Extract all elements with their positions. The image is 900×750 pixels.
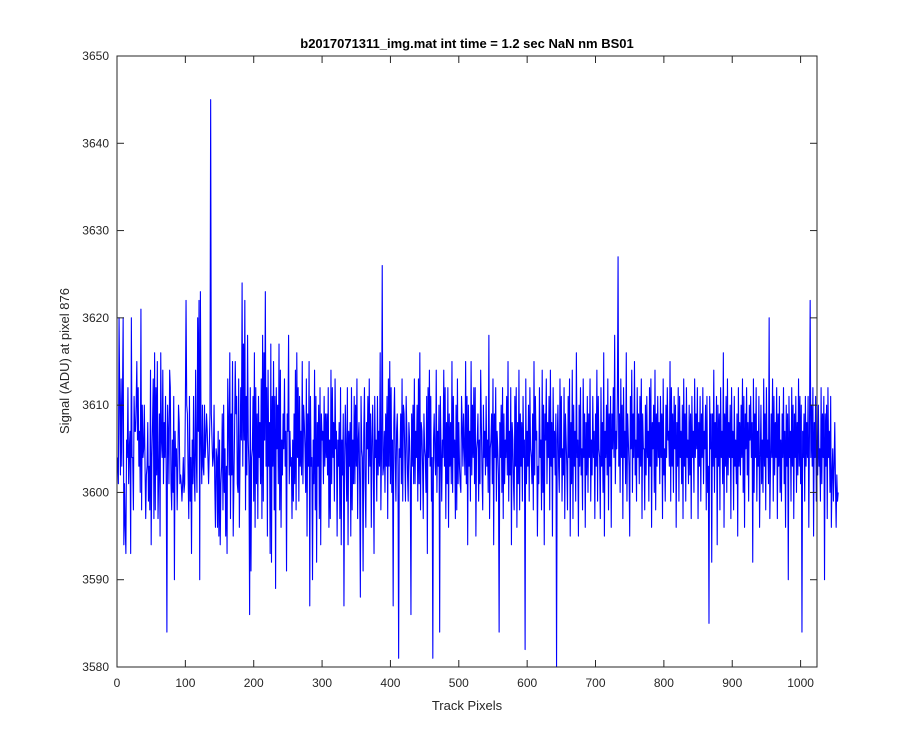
x-tick-label: 600: [517, 676, 537, 690]
x-tick-label: 900: [722, 676, 742, 690]
x-axis-label: Track Pixels: [432, 698, 503, 713]
x-tick-label: 100: [175, 676, 195, 690]
y-tick-label: 3580: [82, 660, 109, 674]
plot-area: [117, 56, 817, 667]
x-tick-label: 0: [114, 676, 121, 690]
series-line-0: [117, 99, 839, 668]
x-tick-label: 500: [449, 676, 469, 690]
y-tick-label: 3630: [82, 224, 109, 238]
ticks-layer: 0 100 200 300 400 500 600 700 800 900 1000 3580 3590…: [82, 49, 817, 690]
x-tick-label: 1000: [787, 676, 814, 690]
y-tick-label: 3650: [82, 49, 109, 63]
y-tick-label: 3610: [82, 398, 109, 412]
x-tick-label: 300: [312, 676, 332, 690]
y-tick-label: 3600: [82, 485, 109, 499]
y-tick-label: 3590: [82, 573, 109, 587]
chart-title: b2017071311_img.mat int time = 1.2 sec N…: [300, 36, 633, 51]
x-tick-label: 400: [380, 676, 400, 690]
y-tick-label: 3640: [82, 136, 109, 150]
x-tick-label: 200: [244, 676, 264, 690]
x-tick-label: 700: [586, 676, 606, 690]
axes-box: [116, 55, 818, 668]
y-tick-label: 3620: [82, 311, 109, 325]
y-axis-label: Signal (ADU) at pixel 876: [57, 288, 72, 434]
x-tick-label: 800: [654, 676, 674, 690]
series-layer: [117, 99, 839, 668]
